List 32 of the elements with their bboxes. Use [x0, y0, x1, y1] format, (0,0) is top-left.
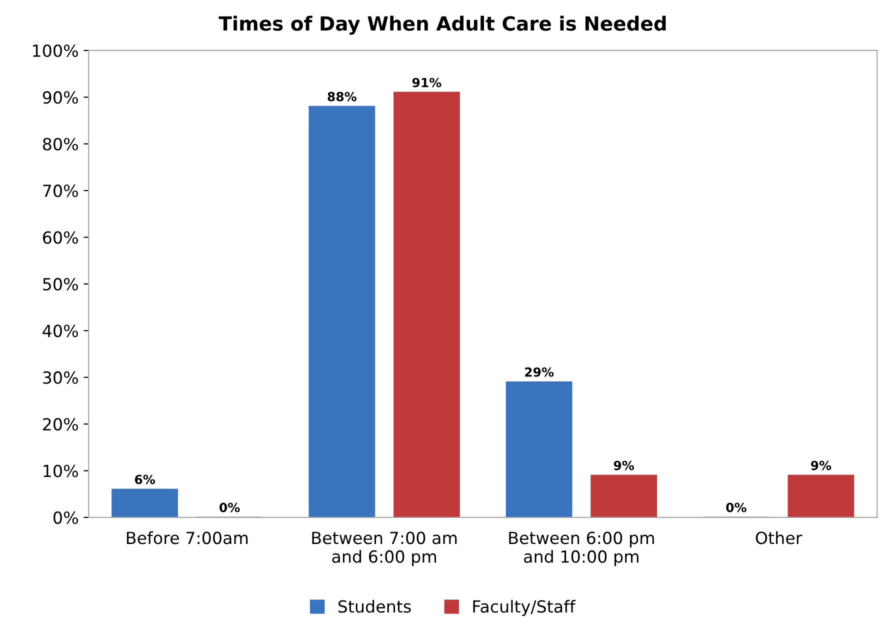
y-tick-label: 70%	[43, 184, 78, 198]
y-tick-label: 90%	[42, 91, 78, 104]
data-label: 88%	[328, 92, 356, 102]
data-label: 0%	[726, 502, 746, 512]
data-label: 9%	[614, 460, 634, 470]
bar	[590, 474, 658, 518]
bar	[506, 381, 572, 518]
bar	[308, 106, 376, 518]
y-tick-label: 10%	[44, 464, 78, 478]
legend-label: Students	[338, 600, 411, 613]
data-label: 0%	[220, 502, 240, 512]
x-tick-label: Before 7:00am	[126, 531, 248, 544]
bar	[788, 474, 854, 518]
x-tick-label: Other	[756, 531, 802, 544]
y-tick-label: 100%	[33, 44, 78, 58]
legend-label: Faculty/Staff	[473, 600, 576, 616]
data-label: 6%	[134, 474, 155, 484]
bar	[112, 488, 178, 518]
x-tick-label: Between 6:00 pm and 10:00 pm	[509, 532, 654, 566]
y-tick-label: 60%	[43, 231, 78, 244]
chart-title: Times of Day When Adult Care is Needed	[218, 16, 666, 35]
data-label: 9%	[810, 460, 832, 470]
x-tick-label: Between 7:00 am and 6:00 pm	[312, 532, 457, 566]
y-tick-label: 0%	[54, 511, 78, 524]
y-tick-label: 20%	[43, 418, 78, 431]
bar	[393, 92, 460, 518]
data-label: 29%	[525, 367, 554, 377]
y-tick-label: 80%	[42, 138, 78, 150]
data-label: 91%	[412, 78, 442, 88]
y-tick-label: 30%	[43, 371, 78, 384]
y-tick-label: 50%	[43, 278, 78, 291]
y-tick-label: 40%	[42, 324, 78, 338]
